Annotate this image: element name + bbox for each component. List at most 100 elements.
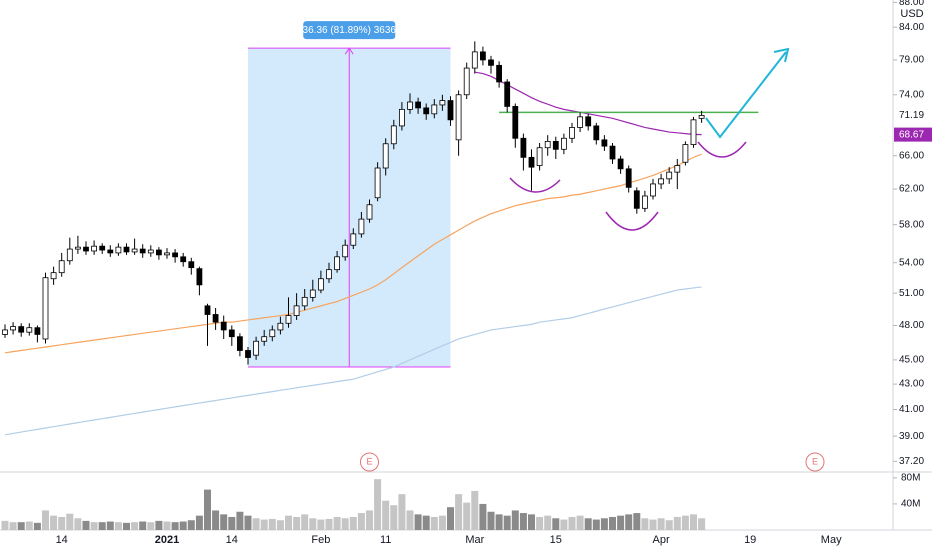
candle-body (172, 252, 179, 258)
volume-bar (463, 502, 471, 530)
y-tick-label: 79.00 (899, 55, 924, 66)
volume-bar (220, 514, 228, 530)
candle-body (407, 101, 413, 110)
candle-body (358, 218, 365, 235)
volume-bar (390, 505, 398, 530)
candle-body (642, 195, 648, 209)
candle-body (196, 268, 203, 286)
earnings-marker (360, 452, 379, 472)
moving-average (474, 71, 702, 136)
candle-body (544, 141, 551, 149)
volume-bar (617, 515, 625, 530)
candle-body (139, 248, 146, 254)
volume-bar (325, 518, 333, 530)
candle-body (342, 244, 349, 258)
x-tick-label: May (821, 534, 842, 546)
x-tick-label: Feb (311, 534, 330, 546)
x-tick-label: 2021 (155, 534, 179, 546)
volume-bar (430, 516, 438, 530)
candle-body (50, 272, 57, 280)
candle-body (658, 178, 664, 185)
volume-bar (74, 518, 82, 530)
volume-bar (382, 500, 390, 530)
candle-body (439, 100, 446, 106)
candle-body (488, 59, 494, 66)
candle-body (147, 249, 154, 254)
candle-body (390, 125, 397, 145)
volume-bar (495, 514, 503, 530)
x-tick-label: 19 (744, 534, 756, 546)
currency: USD (900, 8, 923, 20)
y-tick-label: 41.00 (899, 404, 924, 415)
volume-bar (519, 513, 527, 530)
volume-bar (511, 510, 519, 530)
volume-bar (25, 521, 33, 530)
candle-body (293, 305, 300, 316)
candle-body (34, 327, 41, 335)
y-tick-label: 62.00 (899, 184, 924, 195)
volume-bar (649, 519, 657, 530)
volume-bar (584, 518, 592, 530)
volume-bar (17, 522, 25, 530)
volume-bar (163, 521, 171, 530)
volume-bar (42, 510, 49, 530)
candle-body (577, 116, 583, 128)
y-tick-label: 66.00 (899, 150, 924, 161)
candle-body (236, 336, 243, 351)
volume-bar (98, 522, 106, 530)
candle-body (463, 67, 470, 96)
candle-body (504, 81, 511, 107)
volume-bar (398, 494, 406, 530)
candle-body (10, 326, 17, 331)
candle-body (561, 137, 567, 150)
y-tick-label: 51.00 (899, 288, 924, 299)
candle-body (204, 305, 211, 315)
candle-body (350, 233, 357, 246)
candle-body (309, 289, 316, 298)
candle-body (479, 51, 486, 61)
volume-bar (90, 522, 98, 530)
y-tick-label: 74.00 (899, 89, 924, 100)
candle-body (650, 183, 656, 197)
volume-bar (544, 515, 552, 530)
candle-body (536, 147, 543, 166)
x-tick-label: 14 (226, 534, 238, 546)
candle-body (374, 167, 381, 199)
moving-average (4, 286, 702, 436)
candle-body (212, 314, 219, 323)
volume-pane (1, 479, 706, 530)
candle-body (601, 139, 608, 147)
earnings-label: E (812, 456, 818, 466)
candle-body (58, 260, 65, 274)
price-tag (894, 127, 932, 142)
volume-bar (422, 515, 430, 530)
volume-bar (552, 518, 560, 530)
volume-bar (633, 513, 641, 530)
x-tick-label: 15 (550, 534, 562, 546)
moving-average (4, 153, 702, 354)
volume-bar (455, 494, 463, 530)
arrow-head (773, 47, 790, 63)
volume-bar (1, 520, 9, 530)
candle-body (115, 246, 122, 254)
volume-bar (58, 516, 66, 530)
candle-body (180, 256, 187, 263)
candle-body (261, 336, 268, 342)
y-tick-label: 43.00 (899, 379, 924, 390)
candle-body (609, 145, 616, 160)
candle-body (334, 256, 341, 271)
volume-bar (228, 516, 236, 530)
candle-body (99, 245, 106, 251)
x-tick-label: 11 (380, 534, 391, 546)
candle-body (83, 246, 89, 252)
volume-bar (9, 522, 17, 530)
candle-body (447, 100, 454, 121)
candle-body (569, 127, 575, 139)
candle-body (423, 107, 430, 115)
volume-bar (528, 514, 535, 530)
volume-bar (236, 511, 244, 530)
candle-body (123, 246, 130, 253)
earnings-label: E (366, 456, 372, 466)
volume-tick-label: 40M (901, 499, 920, 510)
